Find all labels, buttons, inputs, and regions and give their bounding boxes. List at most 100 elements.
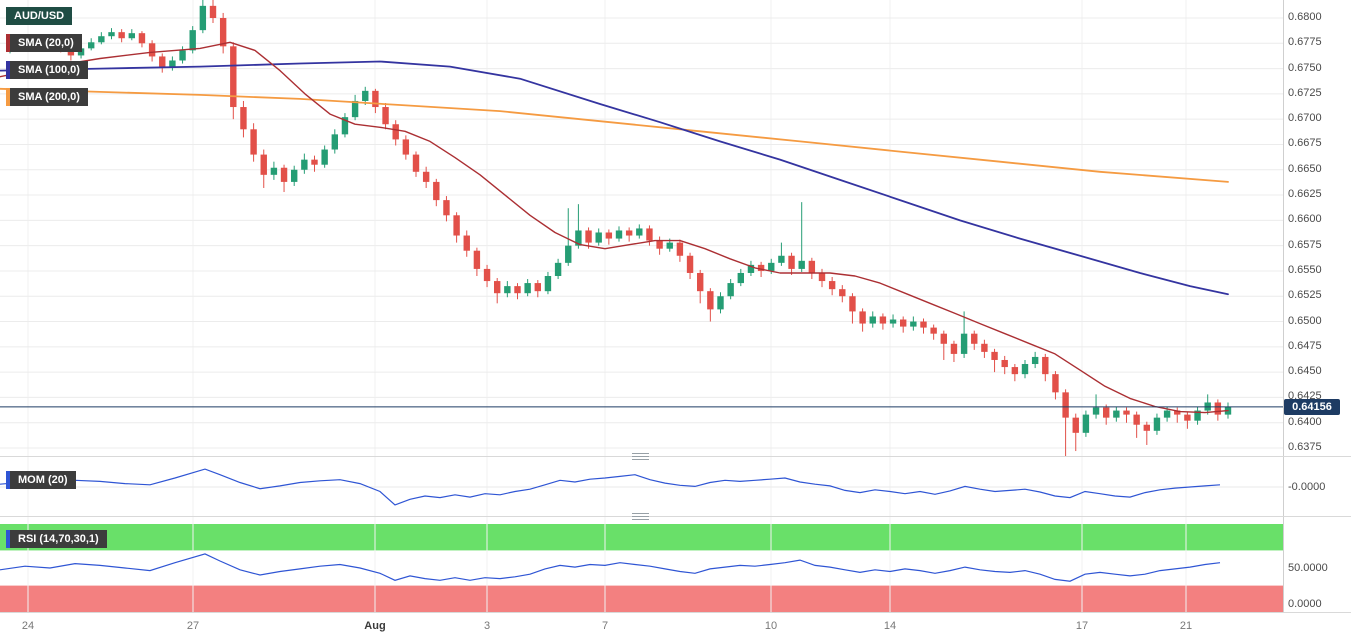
candle-body xyxy=(321,149,328,165)
candle-body xyxy=(697,272,704,292)
candle-body xyxy=(1174,410,1181,415)
price-axis-label: 0.6500 xyxy=(1288,315,1322,327)
rsi-oversold-band xyxy=(0,585,1283,612)
candle-body xyxy=(524,283,531,294)
rsi-overbought-band xyxy=(0,524,1283,551)
candle-body xyxy=(686,255,694,273)
price-axis-label: 0.6475 xyxy=(1288,340,1322,352)
momentum-line xyxy=(0,468,1221,506)
candle-body xyxy=(554,262,562,276)
candle-body xyxy=(351,100,359,118)
time-axis-label: 24 xyxy=(21,620,35,632)
candle-body xyxy=(869,316,876,324)
candle-body xyxy=(1123,410,1130,415)
candle-body xyxy=(362,90,369,101)
candle-body xyxy=(118,32,125,39)
candle-body xyxy=(98,36,105,43)
candle-body xyxy=(839,289,846,297)
price-axis-label: 0.6700 xyxy=(1288,112,1322,124)
price-chart-panel[interactable] xyxy=(0,0,1283,456)
current-price-badge: 0.64156 xyxy=(1284,399,1340,415)
rsi-legend-badge[interactable]: RSI (14,70,30,1) xyxy=(6,530,107,548)
candle-body xyxy=(788,255,795,269)
candle-body xyxy=(1103,407,1110,418)
price-axis-label: 0.6375 xyxy=(1288,441,1322,453)
time-axis-label: 21 xyxy=(1179,620,1193,632)
time-axis-label: 3 xyxy=(483,620,491,632)
candle-body xyxy=(1194,410,1201,421)
candle-body xyxy=(179,50,186,61)
candle-body xyxy=(747,264,755,273)
time-axis-label: 17 xyxy=(1075,620,1089,632)
candle-body xyxy=(250,129,257,155)
symbol-badge[interactable]: AUD/USD xyxy=(6,7,73,25)
panel-resize-handle[interactable] xyxy=(632,453,649,460)
candle-body xyxy=(1042,356,1049,375)
candle-body xyxy=(960,333,968,354)
rsi-panel[interactable] xyxy=(0,517,1283,612)
candle-body xyxy=(189,30,196,51)
candle-body xyxy=(280,167,288,182)
price-axis[interactable] xyxy=(1283,0,1351,612)
candle-body xyxy=(128,33,135,39)
candle-body xyxy=(1031,356,1039,365)
candle-body xyxy=(473,250,481,269)
candle-body xyxy=(382,107,389,125)
rsi-mid-label: 50.0000 xyxy=(1288,562,1328,574)
candle-body xyxy=(443,200,450,216)
time-axis-label: 27 xyxy=(186,620,200,632)
momentum-legend-badge[interactable]: MOM (20) xyxy=(6,471,76,489)
candle-body xyxy=(768,262,775,271)
sma100-legend-badge[interactable]: SMA (100,0) xyxy=(6,61,88,79)
candle-body xyxy=(1092,407,1100,415)
candle-body xyxy=(169,60,176,67)
candle-body xyxy=(412,154,420,172)
candle-body xyxy=(1021,364,1029,375)
candle-body xyxy=(291,169,298,182)
candle-body xyxy=(889,319,897,324)
price-axis-label: 0.6725 xyxy=(1288,87,1322,99)
candle-body xyxy=(727,283,734,297)
sma200-legend-badge[interactable]: SMA (200,0) xyxy=(6,88,88,106)
candle-body xyxy=(494,281,501,294)
rsi-zero-label: 0.0000 xyxy=(1288,598,1322,610)
candle-body xyxy=(1143,424,1150,431)
sma20-legend-badge[interactable]: SMA (20,0) xyxy=(6,34,82,52)
candle-body xyxy=(504,286,511,294)
time-axis[interactable] xyxy=(0,612,1351,639)
price-axis-label: 0.6450 xyxy=(1288,365,1322,377)
time-axis-label: Aug xyxy=(364,620,386,632)
candle-body xyxy=(595,232,602,243)
candle-body xyxy=(818,272,826,282)
candle-body xyxy=(219,18,227,47)
candle-body xyxy=(422,171,430,182)
candle-body xyxy=(900,319,907,327)
candle-body xyxy=(311,159,318,165)
candle-body xyxy=(138,33,146,44)
momentum-value-label: -0.0000 xyxy=(1288,481,1326,493)
candle-body xyxy=(270,167,278,175)
candle-body xyxy=(849,296,856,312)
candle-body xyxy=(301,159,308,170)
candle-body xyxy=(372,90,379,108)
candle-body xyxy=(981,343,988,352)
candle-body xyxy=(920,321,927,328)
candle-body xyxy=(666,242,673,249)
panel-resize-handle[interactable] xyxy=(632,513,649,520)
candle-body xyxy=(1214,402,1222,415)
price-axis-label: 0.6525 xyxy=(1288,289,1322,301)
candle-body xyxy=(1163,410,1171,418)
rsi-line xyxy=(0,553,1221,582)
price-axis-label: 0.6650 xyxy=(1288,163,1322,175)
candle-body xyxy=(331,134,338,150)
candle-body xyxy=(108,32,115,37)
sma100-line xyxy=(0,60,1229,296)
candle-body xyxy=(1001,359,1008,368)
candle-body xyxy=(209,5,217,18)
candle-body xyxy=(199,5,207,31)
candle-body xyxy=(778,255,785,263)
momentum-panel[interactable] xyxy=(0,457,1283,516)
candle-body xyxy=(991,351,998,360)
candle-body xyxy=(402,139,410,155)
